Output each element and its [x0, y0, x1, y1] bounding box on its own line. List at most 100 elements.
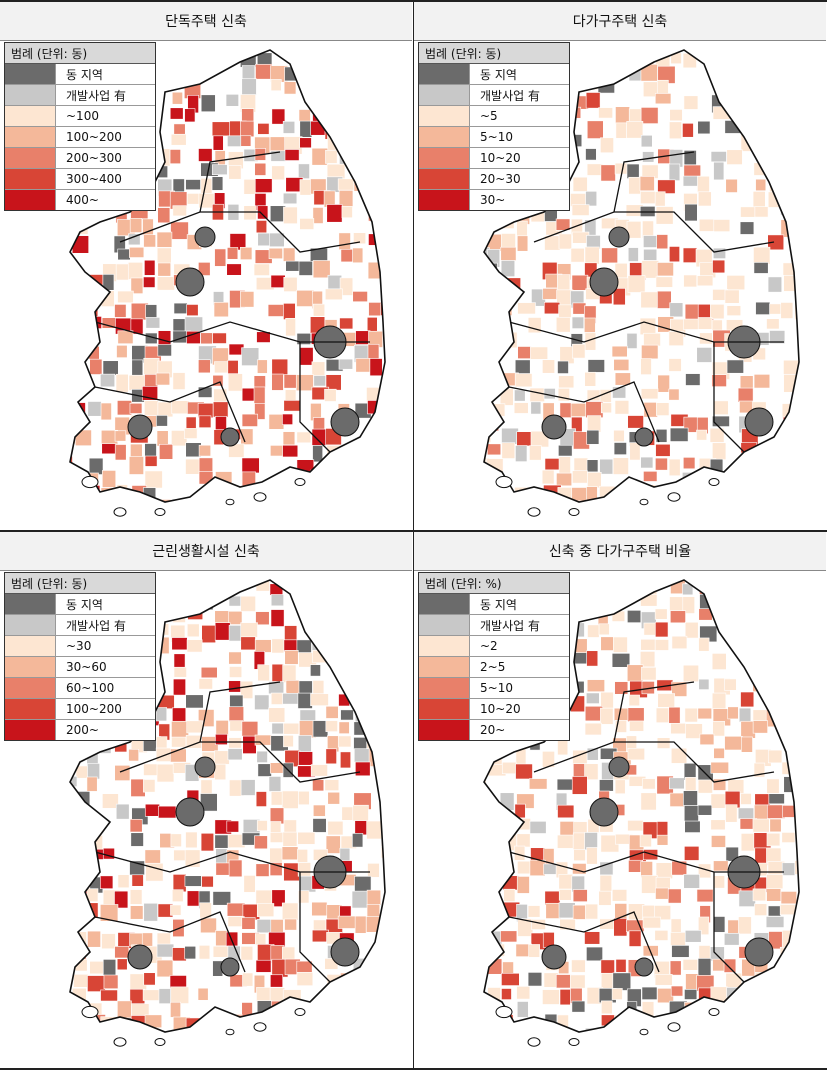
municipality: [682, 123, 694, 138]
municipality: [354, 820, 369, 836]
legend-label-dev: 개발사업 有: [480, 618, 540, 633]
korea-choropleth-map: [69, 49, 386, 517]
municipality: [683, 318, 701, 330]
municipality: [696, 889, 714, 903]
municipality: [753, 246, 771, 265]
municipality: [282, 664, 297, 683]
municipality: [368, 302, 385, 317]
province-border: [508, 851, 784, 873]
municipality: [215, 862, 231, 876]
municipality: [337, 915, 357, 929]
municipality: [698, 637, 710, 652]
municipality: [87, 975, 106, 992]
municipality: [257, 763, 272, 777]
municipality: [211, 164, 228, 176]
municipality: [158, 805, 177, 819]
province-border: [299, 872, 331, 983]
municipality: [558, 233, 572, 250]
municipality: [484, 484, 490, 499]
municipality: [586, 679, 605, 693]
municipality: [214, 583, 228, 597]
municipality: [145, 304, 158, 319]
municipality: [70, 472, 75, 484]
municipality: [755, 638, 771, 653]
municipality: [281, 790, 299, 809]
municipality: [130, 318, 144, 335]
municipality: [712, 721, 725, 737]
municipality: [696, 429, 708, 441]
municipality: [599, 779, 614, 792]
municipality: [484, 471, 486, 490]
municipality: [170, 986, 190, 1004]
municipality: [129, 246, 145, 258]
municipality: [724, 735, 743, 751]
swatch-class-2: [419, 657, 470, 677]
municipality: [515, 500, 532, 502]
municipality: [670, 610, 686, 624]
municipality: [366, 52, 382, 68]
municipality: [527, 972, 543, 987]
municipality: [654, 974, 673, 986]
municipality: [796, 706, 799, 725]
municipality: [542, 288, 558, 300]
municipality: [642, 916, 661, 929]
municipality: [571, 204, 590, 216]
municipality: [131, 1028, 145, 1032]
municipality: [684, 203, 698, 222]
municipality: [70, 776, 78, 787]
municipality: [327, 820, 344, 836]
municipality: [726, 149, 743, 165]
municipality: [310, 693, 329, 706]
municipality: [240, 291, 255, 308]
municipality: [558, 499, 572, 502]
municipality: [779, 960, 797, 979]
map-legend: 범례 (단위: %) 동 지역 개발사업 有 ~2 2~5 5~10 10~20…: [418, 572, 570, 741]
municipality: [600, 137, 614, 154]
municipality: [755, 123, 768, 139]
municipality: [598, 107, 613, 119]
municipality: [281, 846, 299, 861]
municipality: [557, 804, 575, 819]
municipality: [782, 262, 798, 276]
municipality: [627, 275, 646, 293]
municipality: [682, 959, 698, 971]
municipality: [70, 860, 78, 874]
municipality: [779, 595, 796, 608]
municipality: [640, 358, 652, 375]
municipality: [797, 135, 799, 151]
municipality: [172, 889, 184, 902]
municipality: [711, 835, 726, 848]
municipality: [499, 388, 514, 406]
municipality: [284, 918, 297, 931]
municipality: [794, 764, 799, 779]
municipality: [586, 120, 604, 139]
municipality: [327, 791, 340, 805]
municipality: [542, 989, 560, 1005]
municipality: [487, 443, 502, 456]
municipality: [727, 706, 739, 720]
municipality: [144, 259, 156, 276]
municipality: [310, 469, 322, 488]
municipality: [586, 500, 601, 502]
province-border: [299, 342, 331, 453]
municipality: [654, 191, 666, 207]
municipality: [639, 651, 656, 668]
municipality: [766, 888, 782, 902]
municipality: [615, 720, 627, 733]
municipality: [712, 247, 726, 259]
municipality: [369, 473, 381, 492]
municipality: [326, 638, 339, 649]
municipality: [766, 778, 780, 794]
municipality: [600, 691, 614, 709]
municipality: [796, 947, 799, 959]
municipality: [782, 487, 797, 502]
municipality: [796, 289, 799, 304]
municipality: [627, 415, 644, 429]
municipality: [298, 890, 310, 904]
panel-title: 단독주택 신축: [0, 2, 412, 41]
municipality: [271, 165, 285, 181]
legend-label-dev: 개발사업 有: [66, 618, 126, 633]
municipality: [669, 792, 686, 807]
municipality: [70, 501, 77, 502]
legend-label-dong: 동 지역: [480, 597, 517, 612]
